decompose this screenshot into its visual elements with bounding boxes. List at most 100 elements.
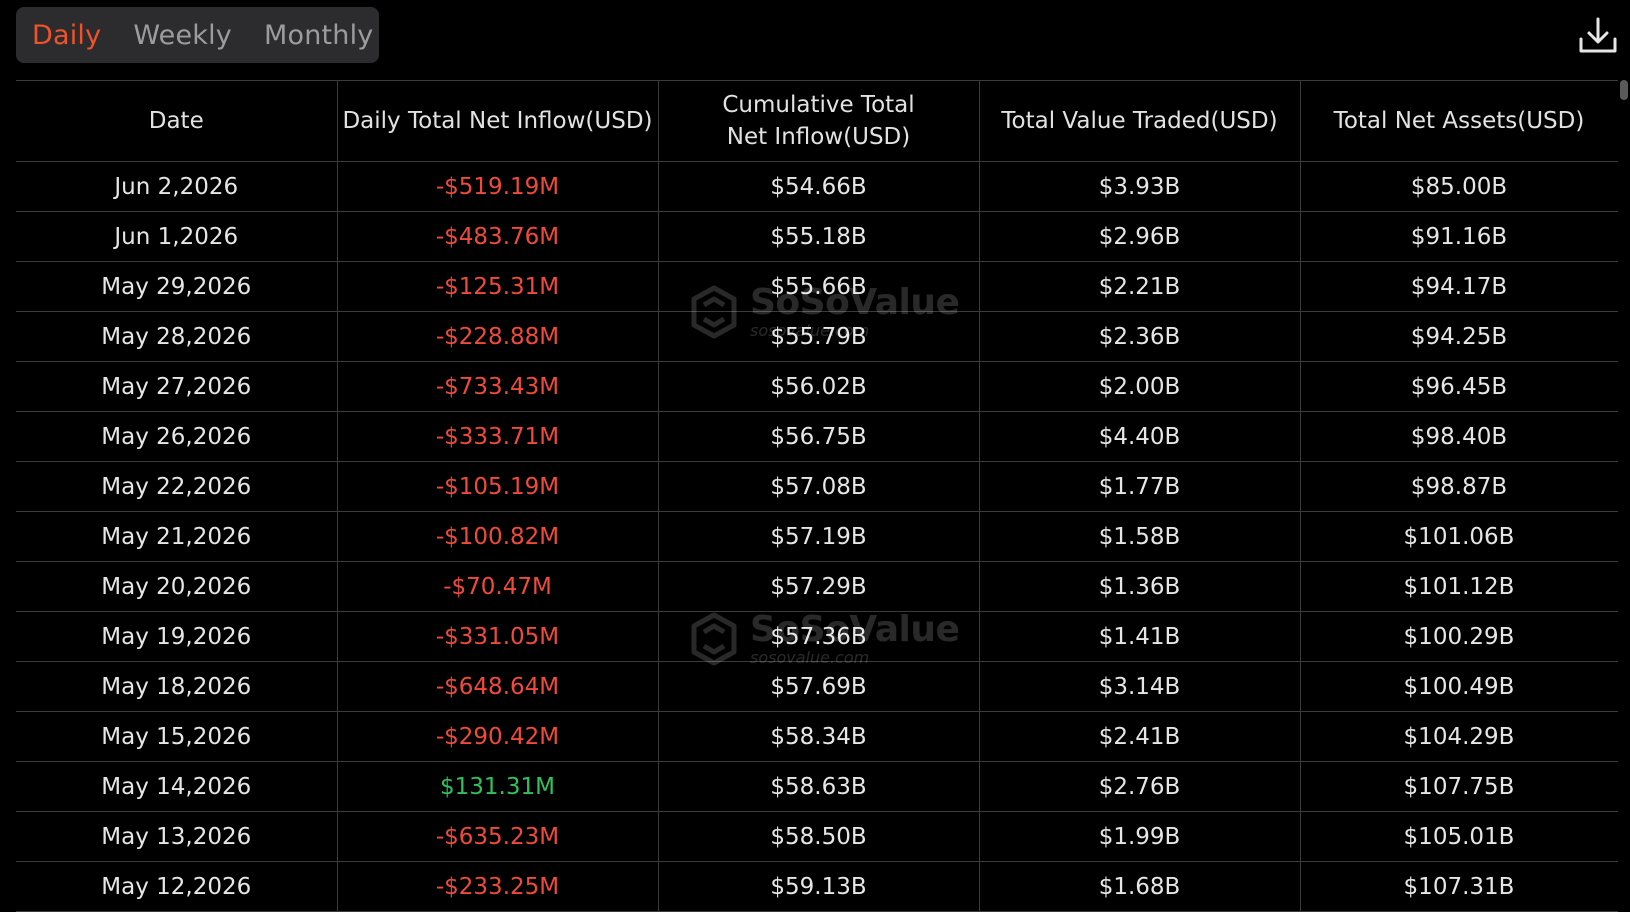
cell-total-value-traded: $1.36B xyxy=(979,561,1301,612)
table-row[interactable]: May 28,2026 -$228.88M $55.79B $2.36B $94.25B xyxy=(16,311,1618,362)
cell-cumulative-net-inflow: $56.75B xyxy=(658,411,980,462)
cell-daily-net-inflow: -$331.05M xyxy=(337,611,659,662)
cell-total-net-assets: $91.16B xyxy=(1300,211,1618,262)
table-row[interactable]: May 26,2026 -$333.71M $56.75B $4.40B $98.40B xyxy=(16,411,1618,462)
table-body: Jun 2,2026 -$519.19M $54.66B $3.93B $85.00B J… xyxy=(16,161,1618,912)
table-row[interactable]: May 15,2026 -$290.42M $58.34B $2.41B $104.29… xyxy=(16,711,1618,762)
cell-cumulative-net-inflow: $57.08B xyxy=(658,461,980,512)
cell-total-net-assets: $104.29B xyxy=(1300,711,1618,762)
cell-total-value-traded: $2.36B xyxy=(979,311,1301,362)
cell-daily-net-inflow: -$635.23M xyxy=(337,811,659,862)
cell-total-value-traded: $1.99B xyxy=(979,811,1301,862)
cell-total-net-assets: $98.87B xyxy=(1300,461,1618,512)
cell-total-value-traded: $2.41B xyxy=(979,711,1301,762)
table-row[interactable]: Jun 1,2026 -$483.76M $55.18B $2.96B $91.16B xyxy=(16,211,1618,262)
tab-daily[interactable]: Daily xyxy=(32,19,102,51)
table-row[interactable]: May 29,2026 -$125.31M $55.66B $2.21B $94.17B xyxy=(16,261,1618,312)
cell-cumulative-net-inflow: $57.19B xyxy=(658,511,980,562)
tab-weekly[interactable]: Weekly xyxy=(133,19,232,51)
header-total-net-assets[interactable]: Total Net Assets(USD) xyxy=(1300,80,1618,162)
cell-total-value-traded: $1.77B xyxy=(979,461,1301,512)
cell-total-net-assets: $107.75B xyxy=(1300,761,1618,812)
cell-date: May 18,2026 xyxy=(16,661,338,712)
cell-date: May 20,2026 xyxy=(16,561,338,612)
cell-cumulative-net-inflow: $57.36B xyxy=(658,611,980,662)
vertical-scrollbar[interactable] xyxy=(1620,80,1628,100)
cell-date: May 15,2026 xyxy=(16,711,338,762)
cell-total-value-traded: $1.58B xyxy=(979,511,1301,562)
cell-total-net-assets: $107.31B xyxy=(1300,861,1618,912)
cell-date: May 29,2026 xyxy=(16,261,338,312)
cell-total-net-assets: $98.40B xyxy=(1300,411,1618,462)
cell-date: May 26,2026 xyxy=(16,411,338,462)
cell-total-value-traded: $4.40B xyxy=(979,411,1301,462)
cell-cumulative-net-inflow: $55.18B xyxy=(658,211,980,262)
cell-daily-net-inflow: -$290.42M xyxy=(337,711,659,762)
table-row[interactable]: May 21,2026 -$100.82M $57.19B $1.58B $101.06… xyxy=(16,511,1618,562)
cell-cumulative-net-inflow: $54.66B xyxy=(658,161,980,212)
cell-total-value-traded: $3.14B xyxy=(979,661,1301,712)
cell-total-value-traded: $2.00B xyxy=(979,361,1301,412)
cell-cumulative-net-inflow: $59.13B xyxy=(658,861,980,912)
cell-date: May 27,2026 xyxy=(16,361,338,412)
cell-daily-net-inflow: $131.31M xyxy=(337,761,659,812)
cell-cumulative-net-inflow: $57.29B xyxy=(658,561,980,612)
cell-daily-net-inflow: -$733.43M xyxy=(337,361,659,412)
cell-total-net-assets: $96.45B xyxy=(1300,361,1618,412)
cell-date: May 22,2026 xyxy=(16,461,338,512)
cell-daily-net-inflow: -$125.31M xyxy=(337,261,659,312)
cell-total-value-traded: $3.93B xyxy=(979,161,1301,212)
cell-daily-net-inflow: -$519.19M xyxy=(337,161,659,212)
cell-daily-net-inflow: -$70.47M xyxy=(337,561,659,612)
cell-date: May 21,2026 xyxy=(16,511,338,562)
cell-date: May 19,2026 xyxy=(16,611,338,662)
cell-total-net-assets: $100.49B xyxy=(1300,661,1618,712)
header-daily-net-inflow[interactable]: Daily Total Net Inflow(USD) xyxy=(337,80,659,162)
table-row[interactable]: May 18,2026 -$648.64M $57.69B $3.14B $100.49… xyxy=(16,661,1618,712)
table-row[interactable]: May 14,2026 $131.31M $58.63B $2.76B $107.75B xyxy=(16,761,1618,812)
cell-cumulative-net-inflow: $55.79B xyxy=(658,311,980,362)
cell-date: May 28,2026 xyxy=(16,311,338,362)
period-tabs: Daily Weekly Monthly xyxy=(16,7,379,63)
cell-total-value-traded: $1.68B xyxy=(979,861,1301,912)
cell-daily-net-inflow: -$483.76M xyxy=(337,211,659,262)
cell-total-net-assets: $101.12B xyxy=(1300,561,1618,612)
cell-date: May 14,2026 xyxy=(16,761,338,812)
header-cumulative-net-inflow[interactable]: Cumulative Total Net Inflow(USD) xyxy=(658,80,980,162)
tab-monthly[interactable]: Monthly xyxy=(263,19,374,51)
header-date[interactable]: Date xyxy=(16,80,338,162)
cell-total-value-traded: $1.41B xyxy=(979,611,1301,662)
cell-cumulative-net-inflow: $55.66B xyxy=(658,261,980,312)
header-total-value-traded[interactable]: Total Value Traded(USD) xyxy=(979,80,1301,162)
cell-cumulative-net-inflow: $58.50B xyxy=(658,811,980,862)
cell-cumulative-net-inflow: $57.69B xyxy=(658,661,980,712)
cell-date: Jun 1,2026 xyxy=(16,211,338,262)
table-row[interactable]: May 12,2026 -$233.25M $59.13B $1.68B $107.31… xyxy=(16,861,1618,912)
etf-flow-table-container[interactable]: Date Daily Total Net Inflow(USD) Cumulat… xyxy=(16,80,1618,912)
cell-total-value-traded: $2.96B xyxy=(979,211,1301,262)
download-button[interactable] xyxy=(1576,14,1620,58)
cell-total-net-assets: $94.25B xyxy=(1300,311,1618,362)
table-row[interactable]: Jun 2,2026 -$519.19M $54.66B $3.93B $85.00B xyxy=(16,161,1618,212)
cell-total-net-assets: $105.01B xyxy=(1300,811,1618,862)
table-row[interactable]: May 22,2026 -$105.19M $57.08B $1.77B $98.87B xyxy=(16,461,1618,512)
cell-date: May 13,2026 xyxy=(16,811,338,862)
cell-total-net-assets: $100.29B xyxy=(1300,611,1618,662)
table-row[interactable]: May 20,2026 -$70.47M $57.29B $1.36B $101.12B xyxy=(16,561,1618,612)
cell-daily-net-inflow: -$100.82M xyxy=(337,511,659,562)
table-header-row: Date Daily Total Net Inflow(USD) Cumulat… xyxy=(16,80,1618,162)
cell-date: May 12,2026 xyxy=(16,861,338,912)
cell-total-value-traded: $2.76B xyxy=(979,761,1301,812)
cell-date: Jun 2,2026 xyxy=(16,161,338,212)
cell-total-value-traded: $2.21B xyxy=(979,261,1301,312)
table-row[interactable]: May 27,2026 -$733.43M $56.02B $2.00B $96.45B xyxy=(16,361,1618,412)
cell-cumulative-net-inflow: $58.34B xyxy=(658,711,980,762)
cell-total-net-assets: $85.00B xyxy=(1300,161,1618,212)
cell-cumulative-net-inflow: $56.02B xyxy=(658,361,980,412)
table-row[interactable]: May 19,2026 -$331.05M $57.36B $1.41B $100.29… xyxy=(16,611,1618,662)
table-row[interactable]: May 13,2026 -$635.23M $58.50B $1.99B $105.01… xyxy=(16,811,1618,862)
cell-total-net-assets: $94.17B xyxy=(1300,261,1618,312)
cell-total-net-assets: $101.06B xyxy=(1300,511,1618,562)
cell-daily-net-inflow: -$333.71M xyxy=(337,411,659,462)
cell-daily-net-inflow: -$648.64M xyxy=(337,661,659,712)
